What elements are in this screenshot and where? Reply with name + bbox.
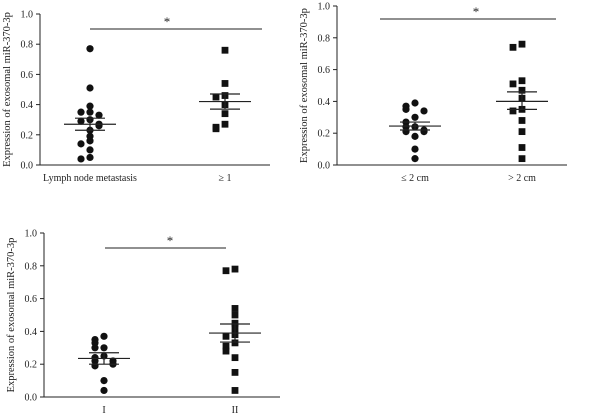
data-point-square: [509, 43, 517, 51]
y-axis-title: Expression of exosomal miR-370-3p: [2, 12, 13, 167]
data-point-circle: [411, 132, 419, 140]
data-point-circle: [95, 111, 103, 119]
x-category-label: ≤ 2 cm: [401, 173, 429, 184]
data-point-circle: [402, 128, 410, 136]
significance-label: *: [164, 14, 171, 29]
y-tick-label: 1.0: [25, 229, 38, 240]
data-point-square: [221, 80, 229, 87]
data-point-square: [518, 155, 526, 163]
data-point-circle: [411, 155, 419, 163]
y-tick-label: 0.6: [25, 294, 38, 305]
y-tick-label: 0.0: [25, 393, 38, 404]
data-point-square: [231, 265, 239, 273]
data-point-circle: [91, 357, 99, 365]
data-point-square: [231, 305, 239, 312]
data-point-square: [231, 387, 239, 394]
data-point-circle: [411, 145, 419, 153]
data-point-square: [212, 93, 220, 101]
x-category-label: II: [232, 405, 239, 416]
y-tick-label: 0.0: [21, 161, 34, 172]
data-point-circle: [420, 107, 428, 115]
data-point-square: [221, 46, 229, 54]
data-point-circle: [86, 102, 94, 110]
data-point-square: [231, 339, 239, 347]
data-point-square: [518, 86, 526, 94]
data-point-square: [518, 40, 526, 48]
data-point-circle: [411, 113, 419, 121]
data-point-circle: [411, 99, 419, 107]
data-point-square: [509, 80, 517, 88]
data-point-circle: [420, 128, 428, 136]
data-point-circle: [95, 122, 103, 130]
data-point-square: [231, 319, 239, 327]
data-point-circle: [86, 45, 94, 53]
data-point-circle: [100, 344, 108, 352]
x-category-label: Lymph node metastasis: [43, 173, 137, 184]
data-point-circle: [86, 108, 94, 116]
data-point-circle: [91, 362, 99, 370]
data-point-circle: [86, 153, 94, 162]
data-point-circle: [100, 386, 108, 395]
data-point-circle: [100, 332, 108, 340]
significance-label: *: [167, 233, 174, 248]
data-point-square: [231, 354, 239, 362]
data-point-square: [231, 311, 239, 319]
y-tick-label: 0.2: [21, 130, 34, 141]
y-axis-title: Expression of exosomal miR-370-3p: [6, 238, 17, 393]
y-tick-label: 0.8: [21, 40, 34, 51]
data-point-circle: [402, 105, 410, 113]
y-tick-label: 0.2: [318, 129, 331, 140]
data-point-square: [222, 347, 230, 355]
y-tick-label: 0.0: [318, 161, 331, 172]
y-tick-label: 1.0: [21, 10, 34, 21]
data-point-circle: [77, 108, 85, 116]
data-point-circle: [100, 377, 108, 385]
y-tick-label: 0.4: [25, 327, 38, 338]
data-point-circle: [77, 117, 85, 125]
data-point-square: [212, 125, 220, 133]
y-tick-label: 1.0: [318, 2, 331, 13]
y-tick-label: 0.2: [25, 360, 38, 371]
data-point-square: [222, 332, 230, 340]
data-point-circle: [86, 137, 94, 145]
significance-label: *: [473, 4, 480, 19]
x-category-label: I: [102, 405, 105, 416]
y-tick-label: 0.6: [318, 65, 331, 76]
y-axis-title: Expression of exosomal miR-370-3p: [299, 8, 310, 163]
y-tick-label: 0.4: [318, 97, 331, 108]
data-point-square: [509, 107, 517, 115]
data-point-square: [222, 267, 230, 275]
y-tick-label: 0.6: [21, 70, 34, 81]
data-point-circle: [77, 140, 85, 148]
y-tick-label: 0.8: [318, 33, 331, 44]
data-point-square: [518, 144, 526, 151]
data-point-square: [518, 128, 526, 136]
data-point-square: [518, 77, 526, 85]
data-point-square: [221, 110, 229, 118]
y-tick-label: 0.8: [25, 261, 38, 272]
x-category-label: > 2 cm: [508, 173, 536, 184]
data-point-square: [221, 120, 229, 128]
x-category-label: ≥ 1: [219, 173, 232, 184]
data-point-circle: [86, 146, 94, 154]
data-point-circle: [91, 339, 99, 347]
y-tick-label: 0.4: [21, 100, 34, 111]
data-point-square: [518, 117, 526, 124]
data-point-circle: [91, 344, 99, 352]
data-point-circle: [77, 155, 85, 163]
data-point-circle: [86, 84, 94, 92]
data-point-square: [222, 342, 230, 350]
data-point-square: [231, 369, 239, 376]
